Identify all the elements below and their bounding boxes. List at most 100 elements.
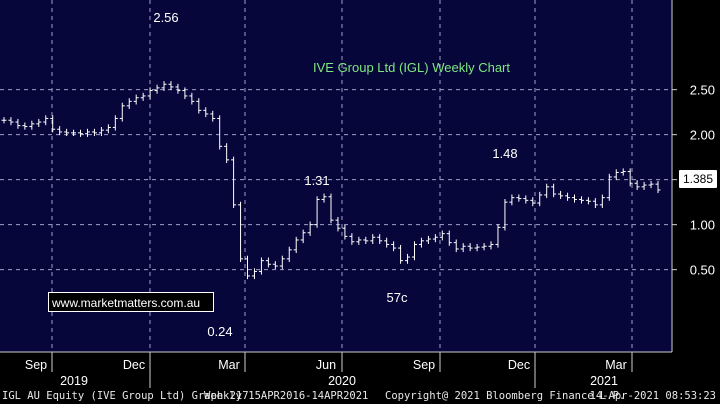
ohlc-bar — [481, 243, 487, 251]
ohlc-bar — [98, 127, 104, 136]
ohlc-bar — [71, 129, 77, 136]
ohlc-bar — [641, 181, 647, 190]
ohlc-bar — [418, 237, 424, 248]
ohlc-bar — [425, 235, 431, 244]
ohlc-bar — [119, 102, 125, 122]
ohlc-bar — [342, 225, 348, 240]
ohlc-bar — [217, 115, 223, 150]
year-label: 2020 — [328, 374, 356, 388]
ohlc-bar — [502, 199, 508, 231]
y-tick-label: 1.00 — [690, 218, 715, 233]
year-label: 2019 — [60, 374, 88, 388]
ohlc-bar — [370, 234, 376, 244]
ohlc-bar — [509, 194, 515, 206]
ohlc-bar — [175, 83, 181, 94]
annotations: 2.56 0.24 1.31 57c 1.48 — [153, 10, 517, 339]
ohlc-bar — [300, 229, 306, 244]
ohlc-bar — [64, 128, 70, 136]
month-label: Mar — [218, 358, 240, 372]
ohlc-bar — [161, 81, 167, 91]
ohlc-bar — [29, 120, 35, 130]
website-label[interactable]: www.marketmatters.com.au — [48, 292, 214, 312]
ohlc-bar — [655, 181, 661, 194]
ohlc-bar — [384, 237, 390, 248]
year-label: 2021 — [590, 374, 618, 388]
ohlc-bar — [50, 115, 56, 133]
ohlc-bar — [467, 243, 473, 252]
ohlc-bar — [446, 230, 452, 246]
ohlc-bar — [78, 129, 84, 137]
ohlc-bar — [251, 268, 257, 280]
ohlc-bar — [460, 243, 466, 253]
ohlc-bar — [620, 168, 626, 176]
ohlc-bar — [405, 253, 411, 264]
ohlc-bar — [530, 197, 536, 207]
month-label: Jun — [316, 358, 336, 372]
ohlc-bar — [314, 196, 320, 228]
ohlc-bar — [453, 239, 459, 253]
ohlc-bar — [474, 244, 480, 252]
annotation-label: 1.31 — [304, 173, 329, 188]
month-label: Dec — [508, 358, 530, 372]
ohlc-bar — [84, 128, 90, 137]
ohlc-bar — [43, 115, 49, 126]
ohlc-bar — [398, 244, 404, 264]
ohlc-bar — [105, 124, 111, 134]
ohlc-bar — [432, 234, 438, 243]
ohlc-bar — [648, 181, 654, 189]
ohlc-bar — [516, 194, 522, 202]
y-tick-label: 0.50 — [690, 263, 715, 278]
ohlc-bar — [363, 236, 369, 244]
footer-ticker: IGL AU Equity (IVE Group Ltd) Graph 217 — [2, 390, 249, 402]
ohlc-bar — [349, 233, 355, 245]
annotation-label: 2.56 — [153, 10, 178, 25]
ohlc-bar — [391, 241, 397, 252]
ohlc-bar — [91, 128, 97, 136]
ohlc-bar — [36, 118, 42, 127]
ohlc-bar — [238, 201, 244, 262]
ohlc-bar — [57, 126, 63, 136]
ohlc-bar — [189, 92, 195, 105]
footer-copyright: Copyright@ 2021 Bloomberg Finance L.P. — [385, 390, 626, 402]
ohlc-bar — [488, 241, 494, 250]
ohlc-bar — [321, 193, 327, 203]
ohlc-bar — [203, 107, 209, 118]
ohlc-bar — [307, 221, 313, 236]
ohlc-bar — [224, 143, 230, 163]
ohlc-bar — [210, 110, 216, 122]
ohlc-bar — [335, 217, 341, 232]
ohlc-bar — [599, 194, 605, 208]
ohlc-bar — [578, 196, 584, 204]
ohlc-bar — [377, 234, 383, 244]
ohlc-bar — [565, 192, 571, 201]
ohlc-bar — [112, 115, 118, 131]
ohlc-bar — [279, 255, 285, 270]
y-tick-label: 2.50 — [690, 83, 715, 98]
ohlc-bar — [356, 236, 362, 245]
month-label: Mar — [605, 358, 627, 372]
ohlc-bar — [592, 198, 598, 208]
ohlc-bar — [182, 87, 188, 100]
last-price-tag: 1.385 — [679, 170, 717, 188]
ohlc-bar — [613, 169, 619, 181]
ohlc-bar — [286, 246, 292, 262]
ohlc-bar — [572, 194, 578, 203]
ohlc-bar — [126, 98, 132, 109]
ohlc-bar — [196, 98, 202, 114]
ohlc-bar — [585, 197, 591, 205]
ohlc-bar — [8, 117, 14, 126]
month-label: Sep — [25, 358, 47, 372]
grid — [0, 0, 672, 352]
ohlc-bar — [231, 156, 237, 208]
ohlc-bar — [133, 94, 139, 105]
month-label: Dec — [123, 358, 145, 372]
footer-timestamp: 14-Apr-2021 08:53:23 — [589, 390, 716, 402]
ohlc-bar — [606, 173, 612, 201]
chart-title: IVE Group Ltd (IGL) Weekly Chart — [313, 60, 510, 75]
ohlc-bar — [411, 241, 417, 261]
ohlc-bar — [551, 183, 557, 198]
x-axis: Sep Dec Mar Jun Sep Dec Mar 2019 2020 2021 — [25, 352, 633, 388]
ohlc-bar — [154, 84, 160, 94]
footer-range: Weekly 15APR2016-14APR2021 — [204, 390, 369, 402]
